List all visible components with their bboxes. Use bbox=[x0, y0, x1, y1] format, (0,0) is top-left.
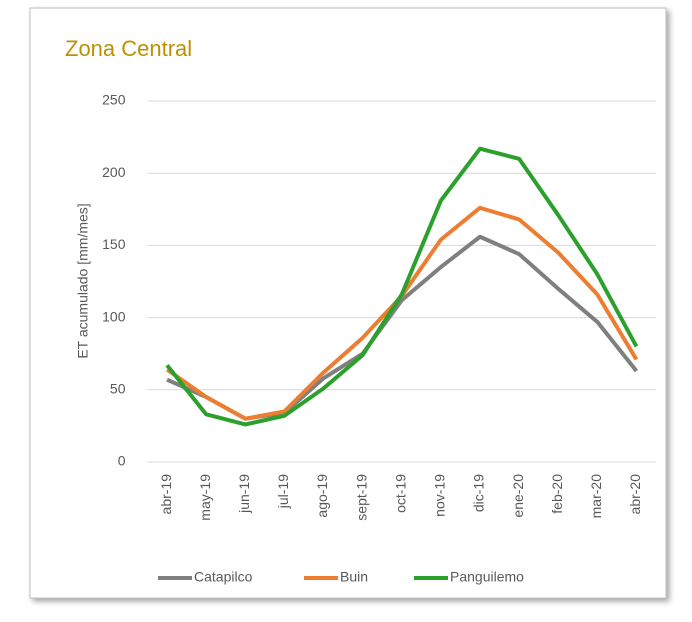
y-tick-label: 100 bbox=[102, 308, 126, 324]
y-tick-label: 200 bbox=[102, 164, 126, 180]
legend-label: Catapilco bbox=[194, 569, 253, 585]
x-tick-label: nov-19 bbox=[432, 474, 448, 517]
x-tick-label: dic-19 bbox=[471, 474, 487, 512]
x-tick-label: jul-19 bbox=[275, 474, 291, 509]
x-tick-label: abr-19 bbox=[158, 474, 174, 515]
x-tick-label: may-19 bbox=[197, 474, 213, 521]
x-tick-label: mar-20 bbox=[588, 474, 604, 519]
y-axis-label: ET acumulado [mm/mes] bbox=[75, 203, 91, 358]
chart-frame bbox=[29, 7, 667, 599]
x-tick-label: ago-19 bbox=[314, 474, 330, 518]
x-tick-label: feb-20 bbox=[549, 474, 565, 514]
x-tick-label: abr-20 bbox=[627, 474, 643, 515]
x-tick-label: jun-19 bbox=[236, 474, 252, 514]
y-tick-label: 150 bbox=[102, 236, 126, 252]
x-tick-label: sept-19 bbox=[353, 474, 369, 521]
legend-label: Buin bbox=[340, 569, 368, 585]
chart-title: Zona Central bbox=[65, 36, 192, 61]
x-tick-label: ene-20 bbox=[510, 474, 526, 518]
y-tick-label: 250 bbox=[102, 92, 126, 108]
legend-label: Panguilemo bbox=[450, 569, 524, 585]
y-tick-label: 0 bbox=[118, 453, 126, 469]
x-tick-label: oct-19 bbox=[392, 474, 408, 513]
y-tick-label: 50 bbox=[110, 381, 126, 397]
series-line bbox=[165, 146, 639, 427]
